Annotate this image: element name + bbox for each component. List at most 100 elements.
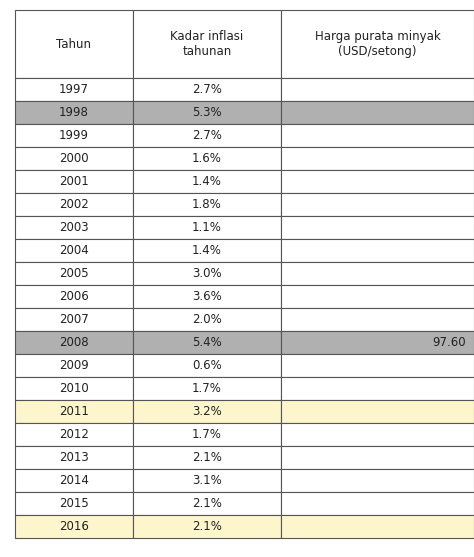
Bar (15, 446, 133, 469)
Bar (15, 285, 133, 308)
Text: Harga purata minyak
(USD/setong): Harga purata minyak (USD/setong) (315, 30, 440, 58)
Bar (281, 377, 474, 400)
Text: 1.4%: 1.4% (192, 175, 222, 188)
Text: 3.2%: 3.2% (192, 405, 222, 418)
Bar (133, 124, 281, 147)
Bar (15, 377, 133, 400)
Bar (281, 170, 474, 193)
Text: 2004: 2004 (59, 244, 89, 257)
Text: 1999: 1999 (59, 129, 89, 142)
Bar (281, 262, 474, 285)
Bar (15, 10, 133, 78)
Bar (15, 515, 133, 538)
Text: 2009: 2009 (59, 359, 89, 372)
Bar (133, 170, 281, 193)
Bar (15, 492, 133, 515)
Bar (133, 262, 281, 285)
Bar (281, 492, 474, 515)
Text: 1998: 1998 (59, 106, 89, 119)
Bar (15, 239, 133, 262)
Text: 1.6%: 1.6% (192, 152, 222, 165)
Text: 2000: 2000 (59, 152, 89, 165)
Text: 2.7%: 2.7% (192, 83, 222, 96)
Bar (15, 193, 133, 216)
Bar (133, 400, 281, 423)
Bar (281, 308, 474, 331)
Text: 3.0%: 3.0% (192, 267, 222, 280)
Text: 1.8%: 1.8% (192, 198, 222, 211)
Bar (15, 308, 133, 331)
Text: 1.4%: 1.4% (192, 244, 222, 257)
Bar (15, 78, 133, 101)
Bar (133, 101, 281, 124)
Bar (281, 446, 474, 469)
Bar (133, 78, 281, 101)
Text: 2.1%: 2.1% (192, 497, 222, 510)
Text: Tahun: Tahun (56, 37, 91, 51)
Text: 3.6%: 3.6% (192, 290, 222, 303)
Bar (281, 147, 474, 170)
Bar (133, 216, 281, 239)
Bar (15, 124, 133, 147)
Bar (15, 262, 133, 285)
Bar (15, 331, 133, 354)
Text: 2005: 2005 (59, 267, 89, 280)
Text: 2011: 2011 (59, 405, 89, 418)
Text: 2010: 2010 (59, 382, 89, 395)
Bar (281, 101, 474, 124)
Bar (281, 423, 474, 446)
Bar (281, 239, 474, 262)
Bar (281, 78, 474, 101)
Text: 2007: 2007 (59, 313, 89, 326)
Bar (15, 423, 133, 446)
Bar (15, 101, 133, 124)
Bar (133, 423, 281, 446)
Bar (281, 469, 474, 492)
Bar (133, 193, 281, 216)
Bar (133, 239, 281, 262)
Text: 1.7%: 1.7% (192, 428, 222, 441)
Text: 2014: 2014 (59, 474, 89, 487)
Text: 2.0%: 2.0% (192, 313, 222, 326)
Text: 2.1%: 2.1% (192, 451, 222, 464)
Text: 3.1%: 3.1% (192, 474, 222, 487)
Bar (133, 469, 281, 492)
Bar (15, 469, 133, 492)
Bar (281, 285, 474, 308)
Text: 2001: 2001 (59, 175, 89, 188)
Bar (133, 492, 281, 515)
Bar (133, 331, 281, 354)
Bar (15, 147, 133, 170)
Text: 2002: 2002 (59, 198, 89, 211)
Text: 2016: 2016 (59, 520, 89, 533)
Text: 2013: 2013 (59, 451, 89, 464)
Bar (15, 400, 133, 423)
Bar (133, 285, 281, 308)
Text: 2006: 2006 (59, 290, 89, 303)
Bar (281, 10, 474, 78)
Bar (15, 216, 133, 239)
Text: 2.7%: 2.7% (192, 129, 222, 142)
Text: Kadar inflasi
tahunan: Kadar inflasi tahunan (170, 30, 244, 58)
Text: 1.1%: 1.1% (192, 221, 222, 234)
Bar (133, 308, 281, 331)
Text: 1997: 1997 (59, 83, 89, 96)
Bar (281, 193, 474, 216)
Bar (15, 170, 133, 193)
Bar (281, 354, 474, 377)
Bar (281, 124, 474, 147)
Text: 2015: 2015 (59, 497, 89, 510)
Bar (281, 400, 474, 423)
Text: 2.1%: 2.1% (192, 520, 222, 533)
Bar (133, 354, 281, 377)
Text: 2008: 2008 (59, 336, 89, 349)
Bar (133, 515, 281, 538)
Bar (133, 10, 281, 78)
Bar (133, 446, 281, 469)
Bar (15, 354, 133, 377)
Text: 2012: 2012 (59, 428, 89, 441)
Bar (281, 216, 474, 239)
Text: 5.4%: 5.4% (192, 336, 222, 349)
Bar (133, 377, 281, 400)
Text: 97.60: 97.60 (432, 336, 466, 349)
